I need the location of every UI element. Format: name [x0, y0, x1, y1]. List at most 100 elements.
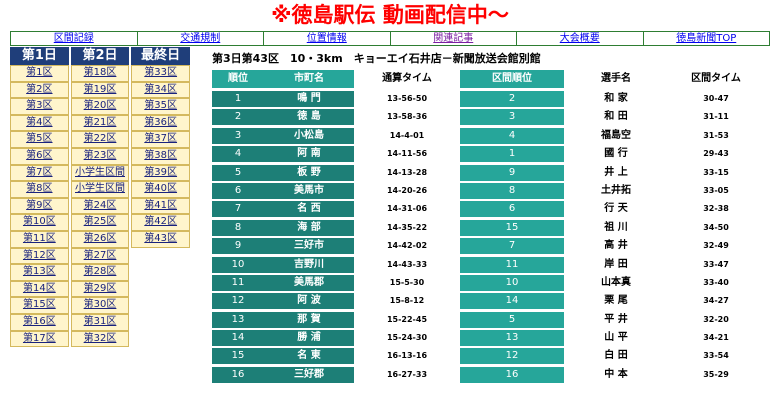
runner-cell: 福島空: [601, 129, 631, 141]
day-row: 第12区 第27区: [10, 247, 192, 265]
section-rank-cell: 16: [460, 366, 564, 383]
section-link[interactable]: 第35区: [131, 98, 191, 115]
rank-cell: 8: [212, 219, 264, 236]
section-link[interactable]: 第9区: [10, 197, 69, 215]
section-link[interactable]: 第11区: [10, 230, 69, 248]
day-headers: 第1日 第2日 最終日: [10, 47, 192, 65]
section-link[interactable]: 第2区: [10, 81, 69, 99]
section-link[interactable]: 第14区: [10, 280, 69, 298]
section-link[interactable]: 小学生区間: [70, 181, 130, 198]
nav-event-overview[interactable]: 大会概要: [517, 32, 644, 45]
section-link[interactable]: 第28区: [70, 264, 130, 281]
city-cell: 勝 浦: [264, 330, 354, 347]
section-time-cell: 31-53: [703, 130, 729, 140]
day-row: 第11区 第26区 第43区: [10, 230, 192, 248]
section-link[interactable]: 第4区: [10, 114, 69, 132]
section-link[interactable]: 第34区: [131, 81, 191, 99]
day1-header: 第1日: [10, 47, 69, 65]
total-time-cell: 14-35-22: [386, 222, 428, 232]
empty-cell: [131, 331, 190, 348]
result-row: 12 阿 波 15-8-12 14 栗 尾 34-27: [212, 293, 772, 311]
day-row: 第9区 第24区 第41区: [10, 197, 192, 215]
empty-cell: [131, 314, 190, 331]
section-rank-cell: 14: [460, 293, 564, 310]
section-link[interactable]: 第42区: [131, 214, 191, 231]
section-link[interactable]: 第37区: [131, 131, 191, 148]
section-time-cell: 33-40: [703, 277, 729, 287]
section-link[interactable]: 第3区: [10, 98, 69, 115]
section-link[interactable]: 第23区: [70, 147, 130, 165]
city-cell: 三好市: [264, 238, 354, 255]
section-link[interactable]: 第19区: [70, 81, 130, 99]
section-link[interactable]: 第16区: [10, 313, 69, 331]
section-link[interactable]: 第5区: [10, 131, 69, 148]
day-row: 第7区 小学生区間 第39区: [10, 164, 192, 182]
day-row: 第14区 第29区: [10, 280, 192, 298]
section-time-cell: 31-11: [703, 112, 729, 122]
rank-cell: 14: [212, 330, 264, 347]
section-link[interactable]: 第25区: [70, 214, 130, 231]
section-link[interactable]: 第18区: [70, 65, 130, 82]
section-link[interactable]: 第30区: [70, 297, 130, 314]
section-link[interactable]: 第13区: [10, 264, 69, 281]
section-link[interactable]: 第20区: [70, 98, 130, 115]
section-link[interactable]: 第39区: [131, 164, 191, 182]
section-link[interactable]: 第40区: [131, 181, 191, 198]
runner-cell: 栗 尾: [604, 295, 628, 307]
section-link[interactable]: 第27区: [70, 247, 130, 265]
section-link[interactable]: 第26区: [70, 230, 130, 248]
section-rank-cell: 3: [460, 109, 564, 126]
section-link[interactable]: 第22区: [70, 131, 130, 148]
section-link[interactable]: 第12区: [10, 247, 69, 265]
section-time-cell: 32-49: [703, 241, 729, 251]
day-row: 第16区 第31区: [10, 313, 192, 331]
section-link[interactable]: 第17区: [10, 330, 69, 348]
nav-position-info[interactable]: 位置情報: [264, 32, 391, 45]
section-link[interactable]: 第24区: [70, 197, 130, 215]
section-link[interactable]: 第6区: [10, 147, 69, 165]
section-link[interactable]: 第38区: [131, 147, 191, 165]
section-time-cell: 33-54: [703, 351, 729, 361]
section-link[interactable]: 第32区: [70, 330, 130, 348]
section-link[interactable]: 第15区: [10, 297, 69, 314]
section-rank-cell: 8: [460, 182, 564, 199]
section-link[interactable]: 第7区: [10, 164, 69, 182]
nav-tokushima-news-top[interactable]: 徳島新聞TOP: [676, 33, 737, 44]
section-link[interactable]: 第10区: [10, 214, 69, 231]
section-link[interactable]: 第33区: [131, 65, 191, 82]
section-link[interactable]: 小学生区間: [70, 164, 130, 182]
section-link[interactable]: 第43区: [131, 230, 191, 248]
rank-cell: 9: [212, 238, 264, 255]
runner-cell: 和 田: [604, 111, 628, 123]
runner-cell: 高 井: [604, 240, 628, 252]
section-link[interactable]: 第21区: [70, 114, 130, 132]
section-title: 第3日第43区 10・3km キョーエイ石井店－新聞放送会館別館: [212, 52, 541, 65]
result-row: 14 勝 浦 15-24-30 13 山 平 34-21: [212, 330, 772, 348]
result-row: 16 三好郡 16-27-33 16 中 本 35-29: [212, 366, 772, 385]
section-link[interactable]: 第31区: [70, 313, 130, 331]
section-link[interactable]: 第29区: [70, 280, 130, 298]
day-row: 第1区 第18区 第33区: [10, 65, 192, 82]
section-time-cell: 33-05: [703, 185, 729, 195]
total-time-cell: 14-11-56: [386, 149, 428, 159]
runner-cell: 岸 田: [604, 258, 628, 270]
runner-cell: 行 天: [604, 203, 628, 215]
nav-traffic-control[interactable]: 交通規制: [138, 32, 264, 45]
section-link[interactable]: 第41区: [131, 197, 191, 215]
result-row: 13 那 賀 15-22-45 5 平 井 32-20: [212, 311, 772, 330]
section-rank-cell: 6: [460, 201, 564, 218]
city-cell: 阿 南: [264, 146, 354, 163]
section-link[interactable]: 第36区: [131, 114, 191, 132]
section-rank-cell: 9: [460, 164, 564, 181]
rank-cell: 3: [212, 127, 264, 144]
section-link[interactable]: 第8区: [10, 181, 69, 198]
section-link[interactable]: 第1区: [10, 65, 69, 82]
header-rank: 順位: [212, 70, 264, 88]
city-cell: 吉野川: [264, 256, 354, 273]
nav-section-records[interactable]: 区間記録: [11, 32, 138, 45]
city-cell: 小松島: [264, 127, 354, 144]
nav-related-articles[interactable]: 関連記事: [391, 32, 517, 45]
day-section-table: 第1日 第2日 最終日 第1区 第18区 第33区 第2区 第19区 第34区 第3区 第20…: [10, 47, 192, 348]
